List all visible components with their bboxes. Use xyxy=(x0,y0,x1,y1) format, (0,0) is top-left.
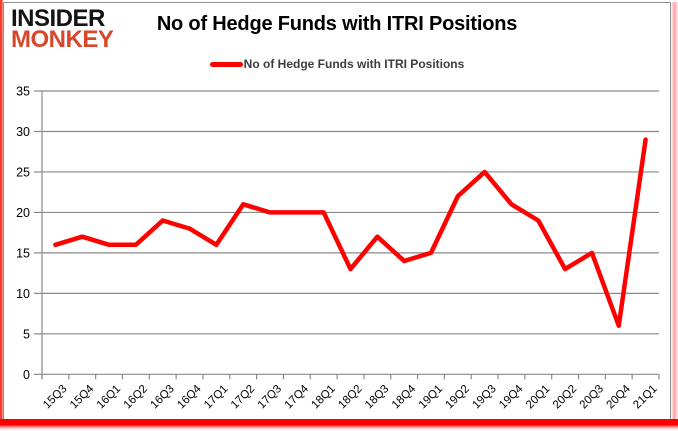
x-tick-label: 21Q1 xyxy=(631,383,659,411)
y-tick-label: 20 xyxy=(16,206,30,220)
series-line xyxy=(53,137,648,328)
frame-red-left-edge xyxy=(0,0,3,421)
x-tick-label: 20Q4 xyxy=(604,383,633,412)
x-tick-label: 17Q4 xyxy=(283,383,312,412)
x-tick-label: 16Q2 xyxy=(122,383,150,411)
x-tick-label: 19Q1 xyxy=(417,383,445,411)
x-tick-label: 20Q2 xyxy=(551,383,579,411)
x-tick-label: 16Q3 xyxy=(148,383,176,411)
x-tick-label: 19Q2 xyxy=(444,383,472,411)
y-tick-label: 25 xyxy=(16,165,30,179)
x-tick-label: 16Q1 xyxy=(95,383,123,411)
x-tick-label: 19Q4 xyxy=(497,383,526,412)
x-tick-label: 17Q2 xyxy=(229,383,257,411)
x-tick-label: 15Q3 xyxy=(41,383,69,411)
insider-monkey-logo: INSIDER MONKEY xyxy=(11,5,114,54)
x-tick-label: 20Q1 xyxy=(524,383,552,411)
x-tick-label: 17Q3 xyxy=(256,383,284,411)
y-tick-label: 10 xyxy=(16,287,30,301)
frame-red-bottom-bar xyxy=(0,419,678,431)
frame-red-right-glow xyxy=(671,2,678,421)
x-tick-label: 19Q3 xyxy=(470,383,498,411)
x-tick-label: 20Q3 xyxy=(578,383,606,411)
x-tick-label: 15Q4 xyxy=(68,383,97,412)
x-tick-label: 18Q4 xyxy=(390,383,419,412)
legend-label: No of Hedge Funds with ITRI Positions xyxy=(243,57,465,71)
legend: No of Hedge Funds with ITRI Positions xyxy=(4,57,670,71)
x-tick-label: 18Q1 xyxy=(309,383,337,411)
logo-word-insider: INSIDER xyxy=(11,5,105,32)
legend-line-swatch xyxy=(209,61,243,67)
x-tick-label: 17Q1 xyxy=(202,383,230,411)
y-tick-label: 5 xyxy=(23,327,30,341)
y-tick-label: 15 xyxy=(16,246,30,260)
line-chart: 0510152025303515Q315Q416Q116Q216Q316Q417… xyxy=(16,85,660,412)
x-tick-label: 18Q2 xyxy=(336,383,364,411)
y-tick-label: 30 xyxy=(16,125,30,139)
chart-title: No of Hedge Funds with ITRI Positions xyxy=(156,13,518,35)
y-tick-label: 35 xyxy=(16,85,30,99)
y-tick-label: 0 xyxy=(23,368,30,382)
chart-canvas: INSIDER MONKEY No of Hedge Funds with IT… xyxy=(3,2,671,419)
x-tick-label: 16Q4 xyxy=(175,383,204,412)
logo-word-monkey: MONKEY xyxy=(11,26,114,54)
x-tick-label: 18Q3 xyxy=(363,383,391,411)
